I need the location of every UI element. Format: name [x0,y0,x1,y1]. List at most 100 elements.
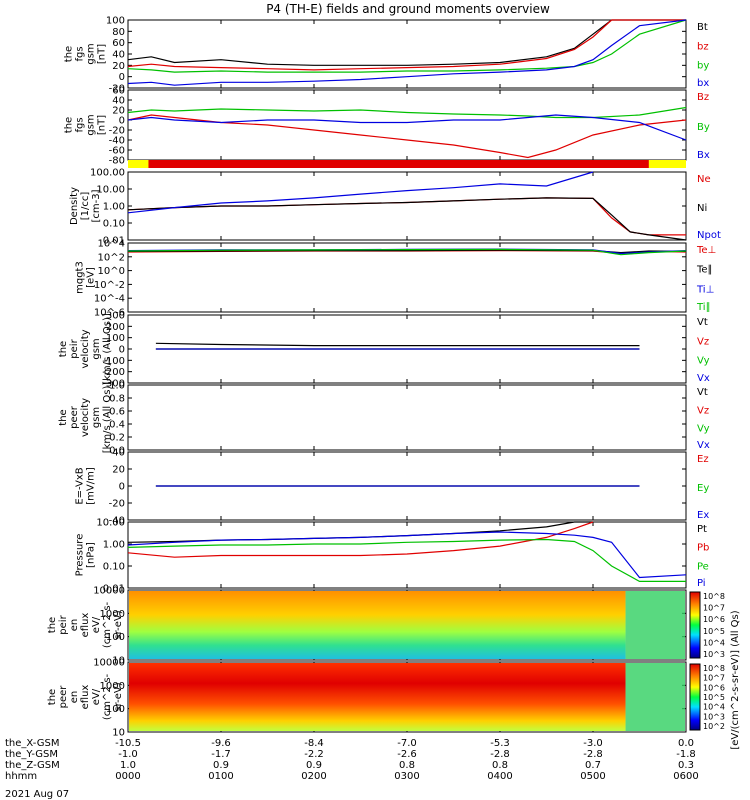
legend-Bt: Bt [697,22,708,33]
y-tick-label: 10^0 [98,266,125,277]
legend-Pe: Pe [697,561,709,572]
y-tick-label: 10^-2 [94,280,125,291]
axis-value-z: 0.9 [306,760,322,771]
spectrogram-body [129,591,626,659]
y-tick-label: 0.8 [109,394,125,405]
y-tick-label: 300 [106,311,125,322]
series-line-Pi [127,531,687,579]
series-line-Te∥ [127,249,687,254]
y-axis-label: [cm-3] [91,189,102,222]
panel-frame [127,19,687,89]
colorbar-tick-label: 10^5 [703,627,725,636]
axis-value-y: -1.8 [676,749,696,760]
y-axis-label: eflux [80,613,91,638]
legend-Vx: Vx [697,373,710,384]
legend-Ti⊥: Ti⊥ [696,284,714,295]
y-axis-label: gsm [86,43,97,64]
y-tick-label: 1000 [100,609,125,620]
axis-value-z: 0.9 [213,760,229,771]
panel-dens: 100.00 10.00 1.00 0.10 0.01 Density [1/cc] [cm-… [69,168,721,247]
legend-Bz: Bz [697,92,709,103]
legend-Pb: Pb [697,543,709,554]
y-axis-label: peer [69,405,80,429]
colorbar-tick-label: 10^7 [703,674,725,683]
axis-value-y: -2.2 [304,749,324,760]
colorbar-tick-label: 10^4 [703,638,725,647]
y-tick-label: 60 [112,38,125,49]
colorbar-tick-label: 10^5 [703,693,725,702]
x-axis-annotation: 2021 Aug 07 the_X-GSMthe_Y-GSMthe_Z-GSMh… [5,738,699,800]
legend-Ez: Ez [697,454,709,465]
spectrogram-tail [625,663,685,731]
y-axis-label: gsm [86,114,97,135]
series-line-Vt [155,342,640,347]
series-group-vi [155,342,640,350]
y-tick-label: 0.6 [109,407,125,418]
spectrogram-ispec [127,589,687,661]
legend-bz: bz [697,41,709,52]
legend-Pt: Pt [697,524,707,535]
y-tick-label: -40 [109,516,125,527]
y-axis-label: the [58,341,69,357]
y-tick-label: 100 [106,704,125,715]
y-axis-label: (cm^2-s- [102,601,113,648]
legend-Vz: Vz [697,336,709,347]
y-tick-label: 100 [106,632,125,643]
y-axis-label: en [69,691,80,704]
legend-Te∥: Te∥ [696,265,713,276]
axis-row-label: the_Y-GSM [5,749,58,760]
y-axis-label: peir [58,614,69,634]
plot-title: P4 (TH-E) fields and ground moments over… [266,2,550,16]
series-line-Ni [127,197,687,241]
axis-value-y: -2.6 [397,749,417,760]
legend-Vx: Vx [697,440,710,451]
y-tick-label: 0 [119,482,125,493]
date-label: 2021 Aug 07 [5,789,69,800]
y-axis-label: the [47,689,58,705]
y-axis-label: E=-VxB [75,467,86,504]
axis-value-x: 0.0 [678,738,694,749]
legend-bx: bx [697,78,709,89]
series-group-bgse [127,106,687,159]
colorbar-espec [689,663,701,731]
y-axis-label: peir [69,338,80,358]
y-tick-label: -100 [102,356,125,367]
y-tick-label: 200 [106,322,125,333]
y-axis-label: [nT] [97,115,108,135]
y-axis-label: [mV/m] [86,467,97,505]
y-tick-label: 20 [112,465,125,476]
series-line-Bt [127,19,686,66]
y-axis-label: the [64,46,75,62]
colorbar-tick-label: 10^3 [703,650,725,659]
panel-frame [127,89,687,161]
y-axis-label: [nPa] [86,542,97,568]
axis-value-z: 0.8 [399,760,415,771]
axis-value-t: 0400 [487,771,512,782]
y-tick-label: 20 [112,106,125,117]
y-tick-label: 10.00 [96,185,125,196]
colorbar-tick-label: 10^8 [703,664,725,673]
y-tick-label: 10^-4 [94,294,125,305]
panel-frame [127,242,687,313]
y-tick-label: 10 [112,728,125,739]
axis-value-t: 0100 [208,771,233,782]
y-axis-label: en [69,619,80,632]
colorbar-tick-label: 10^4 [703,703,725,712]
series-line-bx [127,19,687,86]
series-line-By [127,106,687,119]
axis-value-x: -8.4 [304,738,324,749]
legend-Vt: Vt [697,387,708,398]
axis-value-t: 0000 [115,771,140,782]
y-tick-label: 10^4 [98,239,125,250]
series-line-Bx [127,114,687,141]
y-axis-label: [1/cc] [80,192,91,221]
y-tick-label: 0 [119,116,125,127]
axis-value-z: 0.8 [492,760,508,771]
axis-value-x: -3.0 [583,738,603,749]
y-tick-label: -80 [109,156,125,167]
y-tick-label: 0.10 [103,562,125,573]
axis-value-t: 0300 [394,771,419,782]
axis-value-y: -1.7 [211,749,231,760]
